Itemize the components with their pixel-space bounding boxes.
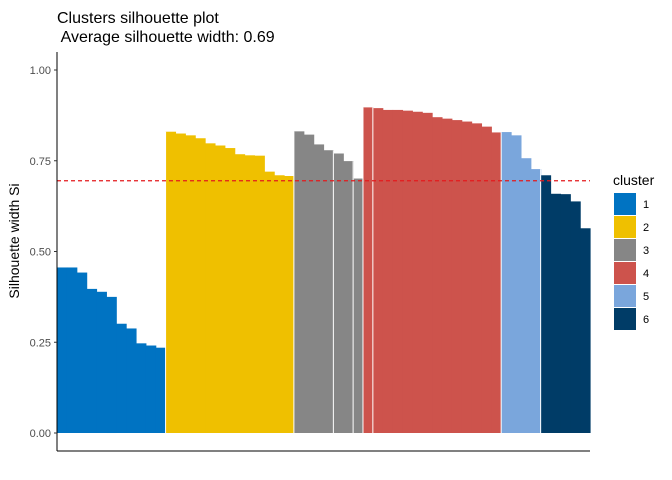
bar-cluster-3-6 (343, 161, 354, 434)
bar-cluster-6-5 (580, 228, 591, 433)
bar-cluster-4-6 (412, 111, 423, 433)
bar-cluster-3-4 (323, 150, 334, 433)
legend-swatch-3 (614, 239, 636, 261)
bar-cluster-4-13 (481, 126, 492, 433)
y-tick-label: 0.50 (30, 247, 51, 259)
bar-cluster-3-1 (293, 131, 305, 433)
bar-cluster-2-8 (234, 154, 246, 433)
bar-cluster-2-12 (274, 175, 285, 433)
bar-cluster-5-1 (501, 132, 512, 433)
legend-swatch-2 (614, 216, 636, 238)
legend-swatch-4 (614, 262, 636, 284)
bar-cluster-6-1 (540, 175, 552, 433)
bar-cluster-2-6 (214, 145, 226, 433)
bar-cluster-1-1 (57, 267, 68, 433)
bar-cluster-4-12 (471, 123, 483, 434)
legend-label-5: 5 (643, 291, 649, 303)
bar-cluster-4-3 (382, 109, 394, 434)
bar-cluster-1-8 (126, 328, 137, 433)
bar-cluster-4-5 (402, 110, 413, 433)
bar-cluster-1-4 (86, 288, 98, 433)
bar-cluster-2-2 (175, 133, 186, 433)
bar-cluster-4-10 (451, 120, 463, 433)
legend-swatch-5 (614, 285, 636, 307)
bar-cluster-4-7 (422, 112, 433, 433)
bar-cluster-1-5 (96, 291, 107, 433)
legend-label-3: 3 (643, 245, 649, 257)
bar-cluster-4-14 (491, 132, 502, 433)
bar-cluster-2-4 (195, 138, 206, 434)
chart-title: Clusters silhouette plot (57, 10, 219, 27)
axes-group: 0.00 0.25 0.50 0.75 1.00 (30, 52, 590, 452)
bar-cluster-2-10 (254, 155, 265, 434)
y-axis-label: Silhouette width Si (6, 183, 22, 298)
bar-cluster-6-3 (560, 194, 571, 433)
separators-group (165, 107, 542, 433)
chart-subtitle: Average silhouette width: 0.69 (57, 29, 275, 46)
bar-cluster-2-1 (165, 131, 177, 433)
bar-cluster-3-5 (333, 153, 344, 434)
bar-cluster-1-10 (145, 345, 157, 433)
bar-cluster-3-7 (353, 178, 364, 433)
bar-cluster-4-4 (392, 109, 404, 434)
bar-cluster-2-3 (185, 135, 196, 433)
bar-cluster-5-4 (530, 169, 542, 433)
bar-cluster-4-2 (372, 108, 384, 434)
bar-cluster-4-8 (432, 117, 443, 433)
bar-cluster-4-11 (461, 121, 473, 434)
legend-label-4: 4 (643, 268, 649, 280)
legend: cluster 1 2 3 4 5 6 (613, 172, 655, 330)
y-tick-label: 0.25 (30, 337, 51, 349)
bar-cluster-2-5 (205, 143, 216, 433)
y-tick-label: 1.00 (30, 65, 51, 77)
bar-cluster-5-3 (520, 158, 532, 433)
bar-cluster-1-2 (66, 267, 78, 433)
legend-label-1: 1 (643, 199, 649, 211)
bar-cluster-2-7 (224, 148, 236, 434)
legend-swatch-6 (614, 308, 636, 330)
legend-title: cluster (613, 172, 655, 188)
bar-cluster-2-9 (244, 155, 256, 433)
bar-cluster-2-11 (264, 171, 275, 433)
legend-swatch-1 (614, 193, 636, 215)
legend-label-6: 6 (643, 314, 649, 326)
y-tick-label: 0.00 (30, 428, 51, 440)
bar-cluster-1-11 (155, 347, 167, 433)
bar-cluster-5-2 (511, 135, 522, 433)
bar-cluster-1-6 (106, 296, 117, 434)
bar-cluster-6-2 (550, 193, 561, 433)
bar-cluster-6-4 (570, 201, 581, 433)
legend-label-2: 2 (643, 222, 649, 234)
bar-cluster-1-3 (76, 272, 88, 433)
bar-cluster-1-9 (135, 343, 147, 433)
bar-cluster-1-7 (116, 323, 127, 433)
bar-cluster-3-2 (303, 134, 315, 434)
y-tick-label: 0.75 (30, 156, 51, 168)
bar-cluster-4-9 (441, 118, 453, 433)
bar-cluster-4-1 (362, 107, 374, 433)
bars-group (57, 107, 591, 434)
bar-cluster-3-3 (313, 144, 325, 433)
bar-cluster-2-13 (284, 176, 295, 433)
